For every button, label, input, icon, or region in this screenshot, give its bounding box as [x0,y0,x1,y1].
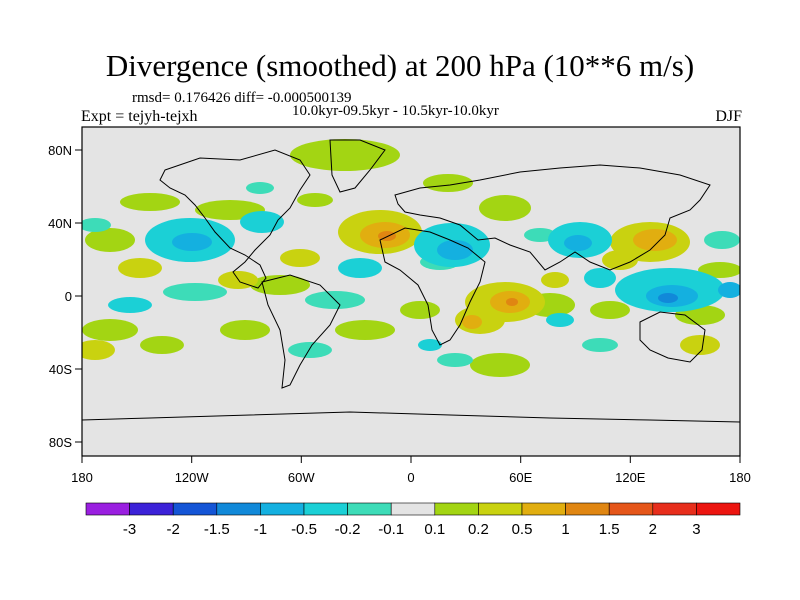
coastlines [82,139,740,423]
stats-line: rmsd= 0.176426 diff= -0.000500139 [132,90,352,106]
colorbar-swatch [608,502,654,516]
colorbar-swatch [478,502,523,516]
y-tick-label: 40S [49,362,72,377]
x-tick-label: 60W [288,470,315,485]
colorbar-swatch [303,502,348,516]
y-tick-label: 40N [48,216,72,231]
colorbar-label: -0.5 [291,521,317,538]
y-tick-label: 80S [49,435,72,450]
x-tick-label: 180 [71,470,93,485]
y-axis-labels: 80N 40N 0 40S 80S [48,143,72,450]
colorbar-swatch [696,502,741,516]
colorbar-label: -2 [167,521,180,538]
x-tick-label: 120E [615,470,646,485]
colorbar-label: -0.1 [378,521,404,538]
x-axis-labels: 180 120W 60W 0 60E 120E 180 [71,470,751,485]
season-label: DJF [715,108,742,125]
colorbar-label: 1 [561,521,569,538]
colorbar-swatch [521,502,566,516]
colorbar-label: 0.1 [424,521,445,538]
colorbar-label: 1.5 [599,521,620,538]
colorbar-swatch [129,502,174,516]
y-tick-label: 0 [65,289,72,304]
colorbar-swatch [652,502,697,516]
experiment-line: Expt = tejyh-tejxh [81,108,198,125]
colorbar-label: 2 [649,521,657,538]
colorbar: -3 -2 -1.5 -1 -0.5 -0.2 -0.1 0.1 0.2 0.5 1 1.5 2 3 [85,502,741,538]
colorbar-label: -1 [254,521,267,538]
colorbar-label: -1.5 [204,521,230,538]
colorbar-swatch [390,502,436,516]
time-range-line: 10.0kyr-09.5kyr - 10.5kyr-10.0kyr [292,103,499,119]
colorbar-swatch [434,502,479,516]
colorbar-label: 3 [692,521,700,538]
colorbar-swatch [216,502,261,516]
colorbar-swatch [347,502,392,516]
y-tick-label: 80N [48,143,72,158]
colorbar-swatch [565,502,610,516]
colorbar-label: -0.2 [335,521,361,538]
x-tick-label: 180 [729,470,751,485]
colorbar-label: 0.2 [468,521,489,538]
x-tick-label: 120W [175,470,210,485]
colorbar-swatch [260,502,305,516]
axis-ticks [75,149,741,463]
colorbar-swatch [172,502,218,516]
colorbar-label: -3 [123,521,136,538]
x-tick-label: 0 [407,470,414,485]
plot-title: Divergence (smoothed) at 200 hPa (10**6 … [105,48,695,83]
colorbar-swatch [85,502,130,516]
colorbar-label: 0.5 [512,521,533,538]
x-tick-label: 60E [509,470,532,485]
